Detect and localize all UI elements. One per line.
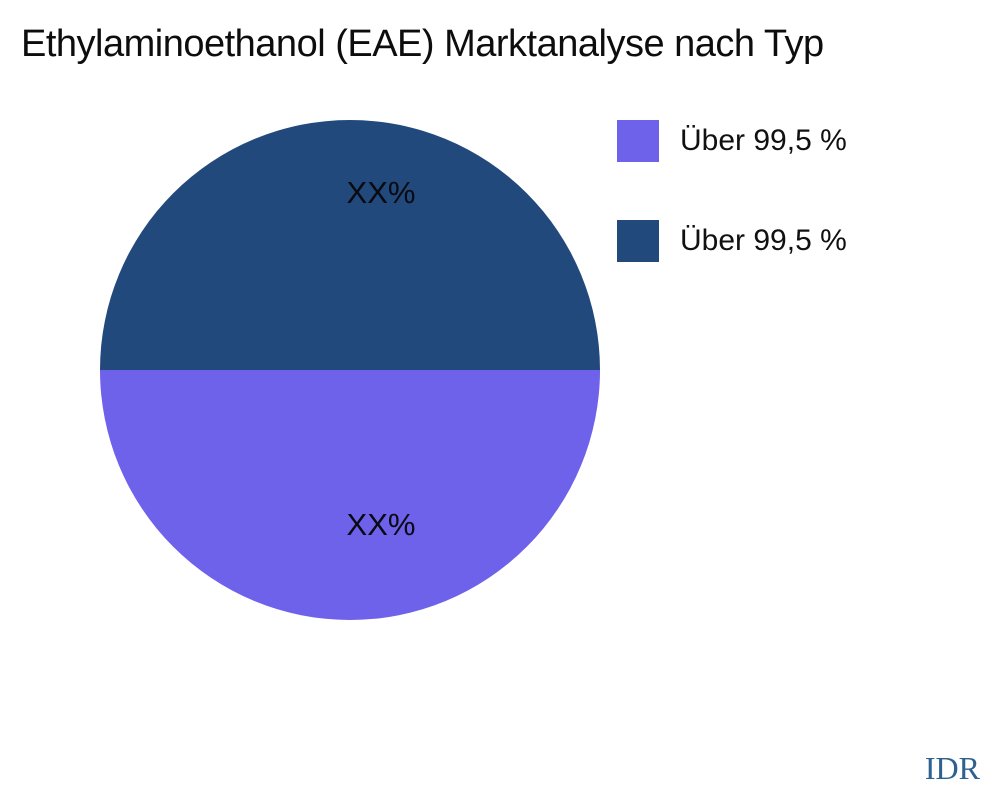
- pie-chart: [100, 120, 600, 620]
- legend-item: Über 99,5 %: [617, 120, 847, 162]
- legend-label: Über 99,5 %: [680, 224, 847, 257]
- chart-title: Ethylaminoethanol (EAE) Marktanalyse nac…: [21, 23, 824, 65]
- pie-slice-label-bottom: XX%: [346, 507, 416, 542]
- legend: Über 99,5 % Über 99,5 %: [617, 120, 847, 262]
- pie-slice-label-top: XX%: [346, 175, 416, 210]
- legend-label: Über 99,5 %: [680, 124, 847, 157]
- legend-swatch-purple: [617, 120, 659, 162]
- legend-item: Über 99,5 %: [617, 220, 847, 262]
- legend-swatch-navy: [617, 220, 659, 262]
- watermark-idr: IDR: [924, 750, 980, 786]
